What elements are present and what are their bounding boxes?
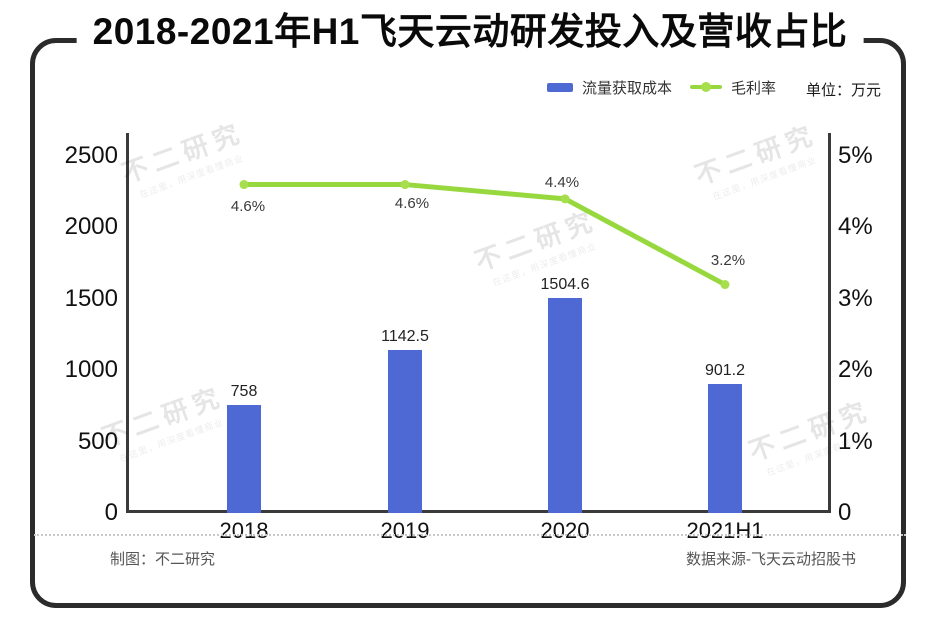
chart-title: 2018-2021年H1飞天云动研发投入及营收占比 bbox=[76, 8, 864, 56]
bar-value-label: 758 bbox=[230, 382, 258, 400]
right-axis-tick: 3% bbox=[838, 284, 873, 312]
line-value-label: 4.6% bbox=[230, 197, 266, 215]
right-axis-tick: 2% bbox=[838, 356, 873, 384]
line-swatch-marker bbox=[701, 82, 712, 92]
bar-2021H1 bbox=[708, 384, 742, 513]
line-marker bbox=[239, 180, 249, 190]
x-axis-label: 2021H1 bbox=[686, 518, 764, 543]
x-axis bbox=[126, 510, 831, 513]
line-marker bbox=[720, 280, 730, 290]
line-marker bbox=[560, 194, 570, 204]
left-axis-tick: 2000 bbox=[64, 213, 118, 241]
left-axis-tick: 1500 bbox=[64, 284, 118, 312]
bar-value-label: 1504.6 bbox=[540, 276, 590, 294]
bar-series-label: 流量获取成本 bbox=[582, 79, 673, 97]
left-axis-tick: 1000 bbox=[64, 356, 118, 384]
right-axis-tick: 0 bbox=[838, 499, 852, 526]
line-value-label: 4.6% bbox=[394, 194, 430, 212]
bar-2020 bbox=[548, 298, 582, 513]
footer-credit: 制图：不二研究 bbox=[110, 551, 216, 568]
bar-value-label: 901.2 bbox=[704, 362, 746, 380]
line-marker bbox=[400, 180, 410, 190]
bar-2019 bbox=[388, 349, 422, 513]
left-axis-tick: 0 bbox=[104, 499, 118, 526]
right-axis-tick: 4% bbox=[838, 213, 873, 241]
line-value-label: 4.4% bbox=[544, 173, 580, 191]
x-axis-label: 2019 bbox=[380, 518, 430, 543]
left-axis bbox=[126, 133, 129, 513]
gross-margin-line bbox=[239, 180, 730, 290]
right-axis-tick: 5% bbox=[838, 142, 873, 169]
legend: 流量获取成本 毛利率 bbox=[547, 76, 776, 98]
line-series-label: 毛利率 bbox=[731, 79, 777, 97]
bar-2018 bbox=[227, 404, 261, 513]
bar-value-label: 1142.5 bbox=[381, 327, 429, 345]
x-axis-label: 2018 bbox=[219, 518, 269, 543]
footer-source: 数据来源-飞天云动招股书 bbox=[686, 551, 856, 568]
line-path bbox=[241, 182, 728, 288]
line-series-swatch bbox=[690, 82, 723, 92]
right-axis bbox=[828, 133, 831, 513]
left-axis-tick: 2500 bbox=[64, 142, 118, 169]
unit-label: 单位：万元 bbox=[806, 82, 882, 99]
left-axis-tick: 500 bbox=[77, 427, 118, 455]
bar-series-swatch bbox=[547, 82, 573, 92]
footer-divider bbox=[34, 534, 906, 536]
right-axis-tick: 1% bbox=[838, 427, 873, 455]
x-axis-label: 2020 bbox=[540, 518, 590, 543]
line-value-label: 3.2% bbox=[710, 251, 746, 269]
